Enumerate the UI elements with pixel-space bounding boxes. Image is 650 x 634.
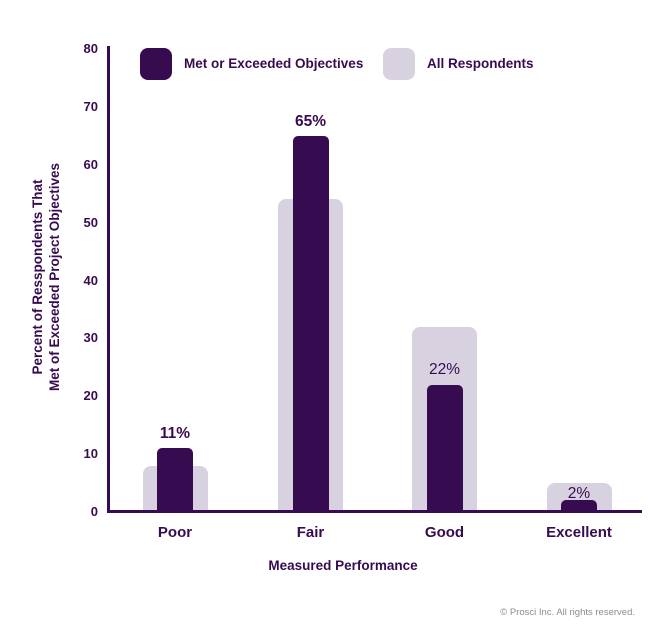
- x-axis-line: [107, 510, 642, 513]
- bar-value-label: 22%: [428, 360, 461, 378]
- legend-swatch-met-exceeded: [140, 48, 172, 80]
- x-axis-title: Measured Performance: [268, 558, 418, 573]
- y-tick-label: 80: [83, 41, 98, 56]
- legend-label-all-respondents: All Respondents: [427, 56, 534, 71]
- y-tick-label: 50: [83, 214, 98, 230]
- bar-met-exceeded-poor: [157, 448, 193, 513]
- y-tick-label: 20: [83, 388, 98, 404]
- x-category-label: Excellent: [546, 524, 612, 541]
- legend-swatch-all-respondents: [383, 48, 415, 80]
- x-category-label: Poor: [157, 524, 193, 541]
- bar-value-label: 11%: [159, 425, 191, 443]
- x-category-label: Fair: [296, 524, 325, 541]
- y-tick-label: 40: [83, 272, 98, 288]
- y-tick-label: 0: [90, 504, 98, 519]
- legend-label-met-exceeded: Met or Exceeded Objectives: [184, 56, 364, 71]
- y-tick-label: 70: [83, 98, 98, 114]
- copyright-text: © Prosci Inc. All rights reserved.: [500, 607, 635, 618]
- bar-met-exceeded-fair: [292, 135, 329, 513]
- bar-met-exceeded-good: [426, 384, 463, 513]
- bar-value-label: 65%: [294, 112, 327, 130]
- bar-met-exceeded-excellent: [561, 500, 597, 513]
- y-axis-line: [107, 46, 110, 513]
- x-category-label: Good: [424, 524, 465, 541]
- y-tick-label: 10: [83, 446, 98, 462]
- y-tick-label: 60: [83, 156, 98, 172]
- bar-value-label: 2%: [567, 485, 591, 503]
- y-tick-label: 30: [83, 330, 98, 346]
